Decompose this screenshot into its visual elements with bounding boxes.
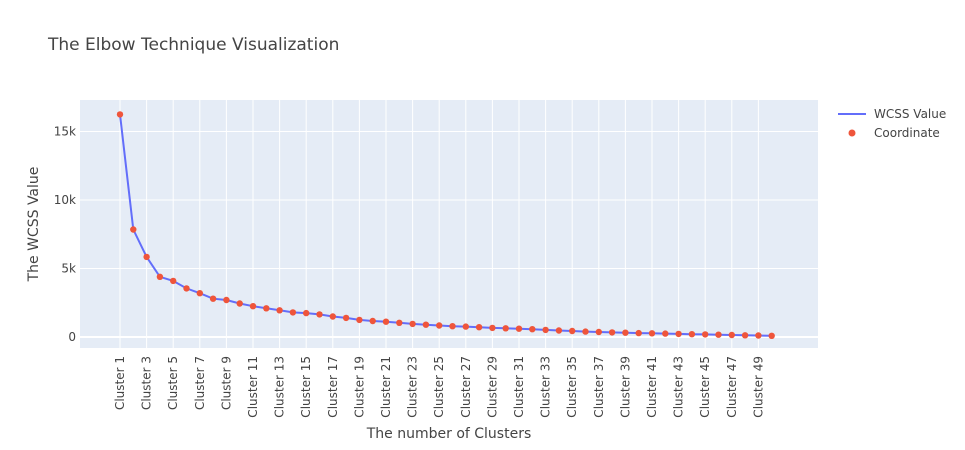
coordinate-point[interactable] <box>608 329 616 336</box>
coordinate-point[interactable] <box>342 314 350 322</box>
coordinate-point[interactable] <box>196 290 203 297</box>
coordinate-point[interactable] <box>382 318 390 325</box>
grid-lines <box>80 100 818 348</box>
coordinate-point[interactable] <box>329 313 336 320</box>
x-tick-label: Cluster 31 <box>512 356 526 418</box>
coordinate-point[interactable] <box>249 303 257 310</box>
coordinate-point[interactable] <box>276 307 283 314</box>
coordinate-point[interactable] <box>755 332 762 339</box>
coordinate-point[interactable] <box>369 317 376 325</box>
coordinate-point[interactable] <box>316 311 323 318</box>
y-tick-label: 10k <box>54 193 76 207</box>
coordinate-point[interactable] <box>542 326 549 334</box>
coordinate-point[interactable] <box>502 325 509 332</box>
x-tick-label: Cluster 19 <box>352 356 366 418</box>
y-tick-label: 15k <box>54 125 76 139</box>
legend-label-coordinate: Coordinate <box>874 126 940 140</box>
x-tick-label: Cluster 39 <box>618 356 632 418</box>
coordinate-point[interactable] <box>143 253 150 261</box>
y-tick-label: 5k <box>61 262 76 276</box>
coordinate-point[interactable] <box>635 329 642 337</box>
x-tick-label: Cluster 15 <box>299 356 313 418</box>
coordinate-point[interactable] <box>223 296 230 304</box>
coordinate-point[interactable] <box>741 332 749 339</box>
legend-item-coordinate[interactable]: Coordinate <box>848 126 940 140</box>
coordinate-point[interactable] <box>489 324 496 332</box>
coordinate-point[interactable] <box>595 328 602 336</box>
coordinate-point[interactable] <box>183 285 190 292</box>
coordinate-point[interactable] <box>422 321 430 328</box>
coordinate-point[interactable] <box>409 320 416 328</box>
coordinate-point[interactable] <box>622 329 629 336</box>
coordinate-point[interactable] <box>356 316 363 324</box>
coordinate-point[interactable] <box>582 328 589 335</box>
coordinate-point[interactable] <box>263 305 270 312</box>
x-tick-label: Cluster 33 <box>539 356 553 418</box>
coordinate-point[interactable] <box>436 322 443 329</box>
x-tick-label: Cluster 37 <box>592 356 606 418</box>
coordinate-point[interactable] <box>688 331 696 338</box>
coordinate-marker-series <box>116 111 775 339</box>
coordinate-point[interactable] <box>702 331 709 338</box>
legend-item-wcss[interactable]: WCSS Value <box>838 107 946 121</box>
x-tick-label: Cluster 21 <box>379 356 393 418</box>
x-axis-title: The number of Clusters <box>366 426 532 442</box>
coordinate-point[interactable] <box>715 331 722 338</box>
coordinate-point[interactable] <box>303 309 310 317</box>
coordinate-point[interactable] <box>768 332 775 339</box>
coordinate-point[interactable] <box>116 111 124 118</box>
x-tick-label: Cluster 13 <box>273 356 287 418</box>
plot-area <box>80 100 818 348</box>
x-tick-label: Cluster 7 <box>193 356 207 410</box>
x-tick-label: Cluster 45 <box>698 356 712 418</box>
x-axis-ticks: Cluster 1 Cluster 3 Cluster 5 Cluster 7 Clus… <box>113 356 765 418</box>
coordinate-point[interactable] <box>449 323 456 330</box>
coordinate-point[interactable] <box>289 309 297 316</box>
coordinate-point[interactable] <box>396 319 403 326</box>
x-tick-label: Cluster 47 <box>725 356 739 418</box>
coordinate-point[interactable] <box>236 300 243 307</box>
coordinate-point[interactable] <box>462 323 469 330</box>
legend-label-wcss: WCSS Value <box>874 107 946 121</box>
x-tick-label: Cluster 25 <box>432 356 446 418</box>
coordinate-point[interactable] <box>675 330 682 338</box>
x-tick-label: Cluster 11 <box>246 356 260 418</box>
y-axis-ticks: 0 5k 10k 15k <box>54 125 76 345</box>
coordinate-point[interactable] <box>475 324 483 331</box>
coordinate-point[interactable] <box>569 327 576 335</box>
coordinate-point[interactable] <box>648 330 656 337</box>
coordinate-point[interactable] <box>728 331 735 339</box>
y-axis-title: The WCSS Value <box>26 167 42 283</box>
x-tick-label: Cluster 3 <box>140 356 154 410</box>
legend[interactable]: WCSS Value Coordinate <box>838 107 946 140</box>
coordinate-point[interactable] <box>529 326 536 333</box>
coordinate-point[interactable] <box>209 295 217 302</box>
x-tick-label: Cluster 35 <box>565 356 579 418</box>
x-tick-label: Cluster 1 <box>113 356 127 410</box>
coordinate-point[interactable] <box>662 330 669 337</box>
x-tick-label: Cluster 5 <box>166 356 180 410</box>
x-tick-label: Cluster 9 <box>219 356 233 410</box>
x-tick-label: Cluster 41 <box>645 356 659 418</box>
y-tick-label: 0 <box>68 330 76 344</box>
coordinate-point[interactable] <box>170 277 177 285</box>
coordinate-point[interactable] <box>555 327 563 334</box>
coordinate-point[interactable] <box>130 226 137 233</box>
chart-title: The Elbow Technique Visualization <box>47 35 339 55</box>
x-tick-label: Cluster 17 <box>326 356 340 418</box>
x-tick-label: Cluster 49 <box>751 356 765 418</box>
coordinate-point[interactable] <box>156 273 164 280</box>
x-tick-label: Cluster 43 <box>672 356 686 418</box>
x-tick-label: Cluster 23 <box>406 356 420 418</box>
x-tick-label: Cluster 29 <box>485 356 499 418</box>
coordinate-point[interactable] <box>515 325 523 332</box>
x-tick-label: Cluster 27 <box>459 356 473 418</box>
legend-marker-swatch <box>848 129 856 137</box>
